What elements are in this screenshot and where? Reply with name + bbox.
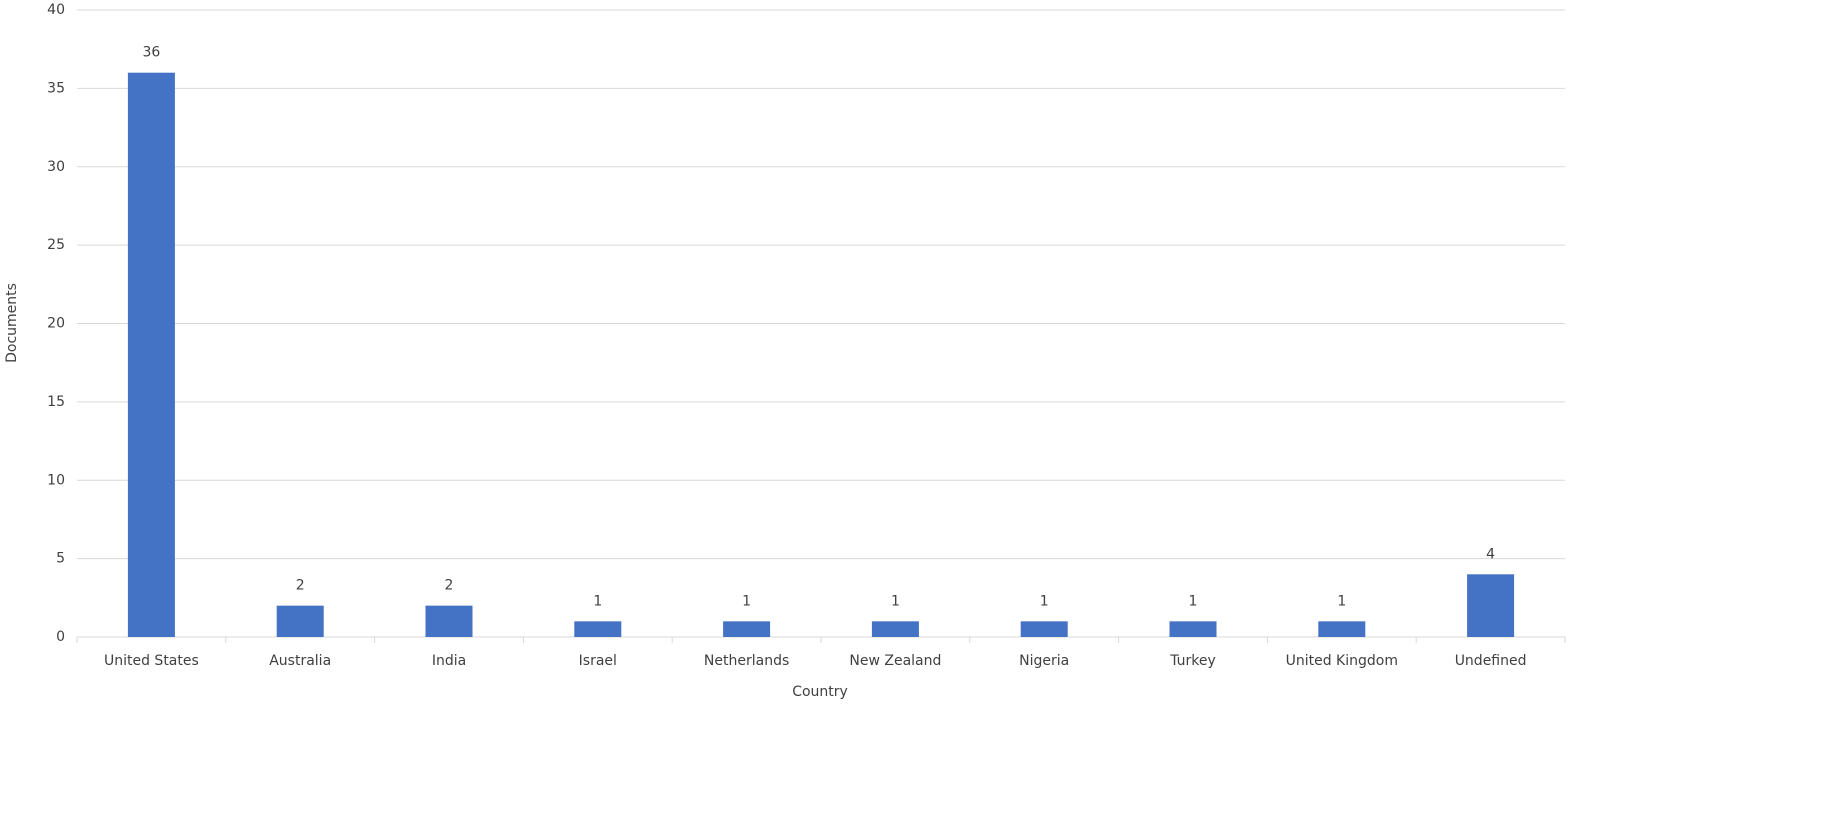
y-tick-label: 0 bbox=[56, 629, 65, 645]
y-tick-label: 10 bbox=[47, 472, 65, 488]
y-tick-label: 15 bbox=[47, 394, 65, 410]
y-tick-label: 35 bbox=[47, 80, 65, 96]
bar bbox=[723, 621, 771, 637]
data-label: 1 bbox=[1337, 593, 1346, 609]
data-label: 2 bbox=[445, 578, 454, 594]
data-label: 1 bbox=[1189, 593, 1198, 609]
y-tick-label: 25 bbox=[47, 237, 65, 253]
x-tick-label: Undefined bbox=[1455, 653, 1527, 669]
y-tick-label: 30 bbox=[47, 159, 65, 175]
bar bbox=[127, 72, 175, 637]
x-tick-label: New Zealand bbox=[849, 653, 941, 669]
data-label: 1 bbox=[891, 593, 900, 609]
y-axis-title: Documents bbox=[4, 283, 20, 363]
x-tick-label: India bbox=[432, 653, 466, 669]
x-tick-label: United Kingdom bbox=[1286, 653, 1398, 669]
y-tick-label: 20 bbox=[47, 316, 65, 332]
x-tick-label: Nigeria bbox=[1019, 653, 1069, 669]
bar bbox=[276, 605, 324, 637]
x-tick-label: United States bbox=[104, 653, 199, 669]
x-tick-label: Netherlands bbox=[704, 653, 789, 669]
x-axis-title: Country bbox=[792, 684, 848, 700]
data-label: 1 bbox=[1040, 593, 1049, 609]
data-label: 1 bbox=[742, 593, 751, 609]
data-label: 36 bbox=[142, 45, 160, 61]
data-label: 4 bbox=[1486, 546, 1495, 562]
bar bbox=[425, 605, 473, 637]
bar bbox=[1318, 621, 1366, 637]
x-tick-label: Israel bbox=[579, 653, 617, 669]
y-tick-label: 5 bbox=[56, 551, 65, 567]
bar bbox=[1169, 621, 1217, 637]
bar bbox=[574, 621, 622, 637]
x-tick-label: Turkey bbox=[1169, 653, 1216, 669]
bar bbox=[1020, 621, 1068, 637]
x-tick-label: Australia bbox=[269, 653, 331, 669]
data-label: 1 bbox=[593, 593, 602, 609]
data-label: 2 bbox=[296, 578, 305, 594]
bar bbox=[1467, 574, 1515, 637]
y-tick-label: 40 bbox=[47, 2, 65, 18]
bar bbox=[871, 621, 919, 637]
